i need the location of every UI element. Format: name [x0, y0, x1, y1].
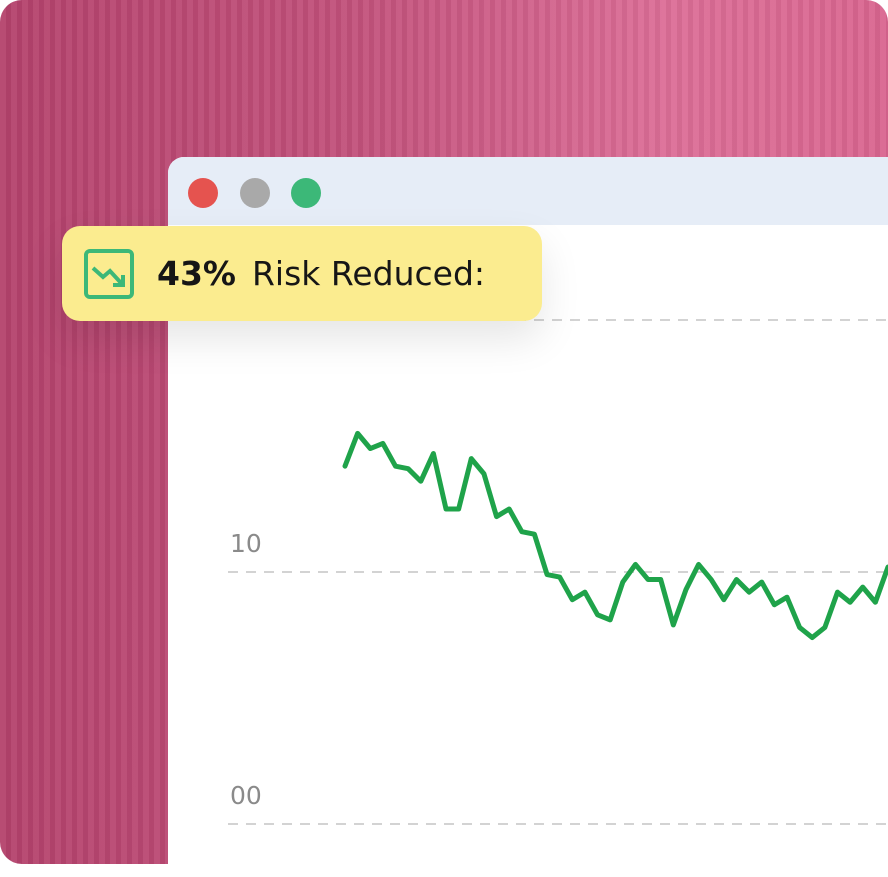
maximize-button[interactable] [291, 178, 321, 208]
y-tick-label: 10 [230, 529, 262, 558]
badge-label: Risk Reduced: [252, 254, 486, 293]
trend-icon [84, 248, 134, 299]
close-button[interactable] [188, 178, 218, 208]
badge: 43% Risk Reduced: [62, 226, 542, 321]
y-tick-label: 00 [230, 781, 262, 810]
minimize-button[interactable] [240, 178, 270, 208]
line [342, 430, 888, 641]
title-bar [168, 157, 888, 225]
badge-value: 43% [157, 254, 236, 293]
